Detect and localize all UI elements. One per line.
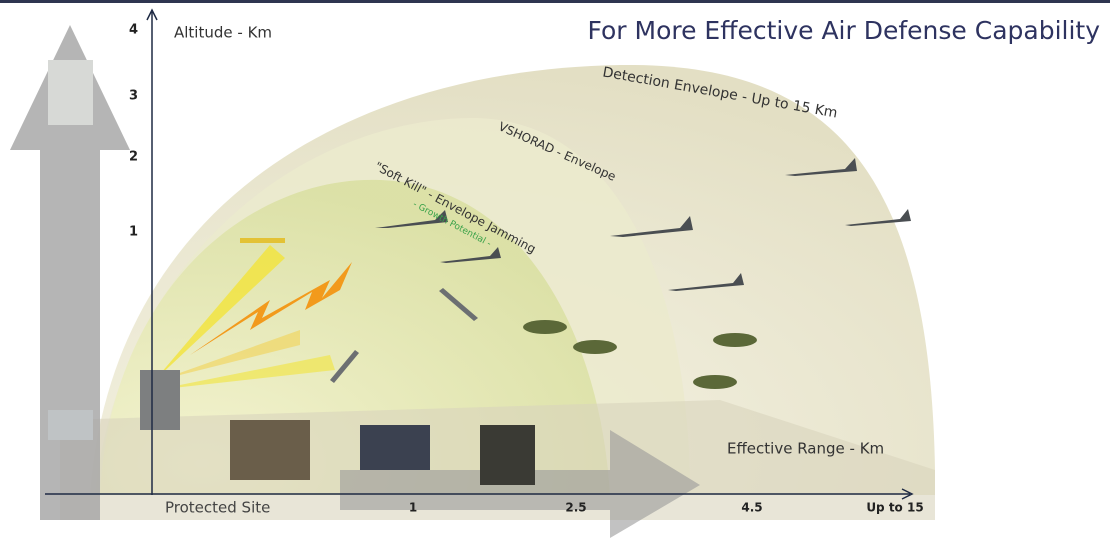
jammer-case (360, 425, 430, 470)
y-tick-label: 4 (129, 23, 138, 38)
x-tick-label: 4.5 (741, 501, 762, 515)
console (48, 410, 93, 440)
launcher (140, 370, 180, 430)
helicopter (693, 375, 737, 389)
x-tick-label: 1 (409, 501, 417, 515)
radar (48, 60, 93, 125)
helicopter (573, 340, 617, 354)
x-tick-label: Up to 15 (866, 501, 923, 515)
x-axis-label: Effective Range - Km (727, 440, 884, 458)
helicopter (713, 333, 757, 347)
page: For More Effective Air Defense Capabilit… (0, 0, 1110, 539)
top-rule (0, 0, 1110, 3)
title: For More Effective Air Defense Capabilit… (588, 16, 1101, 45)
x-tick-label: 2.5 (565, 501, 586, 515)
backpack-jammer (480, 425, 535, 485)
y-tick-label: 1 (129, 225, 138, 240)
y-tick-label: 3 (129, 89, 138, 104)
helicopter (523, 320, 567, 334)
diagram: For More Effective Air Defense Capabilit… (0, 0, 1110, 539)
y-tick-label: 2 (129, 150, 138, 165)
gun-system (230, 420, 310, 480)
y-axis-label: Altitude - Km (174, 24, 272, 42)
drone (240, 238, 285, 243)
x-tick-label: Protected Site (165, 499, 270, 517)
